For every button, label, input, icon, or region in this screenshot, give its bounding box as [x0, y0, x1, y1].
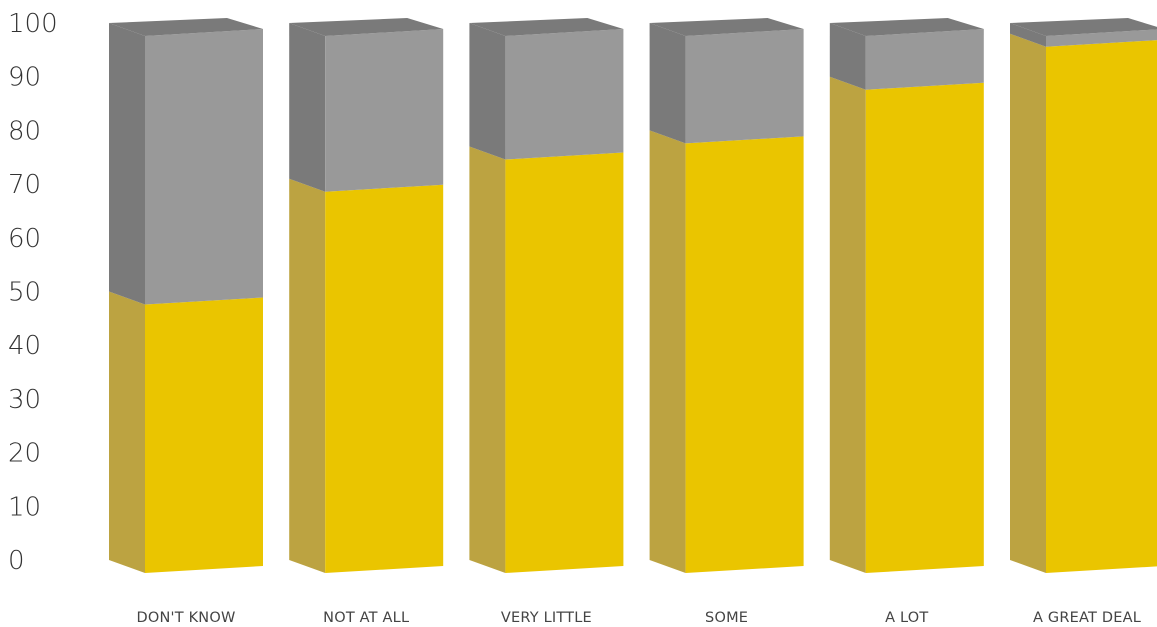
bar-front-gray	[1046, 29, 1157, 47]
bar-front-yellow	[1046, 40, 1157, 573]
bar-side-gray	[109, 23, 145, 305]
bar-front-yellow	[325, 184, 444, 574]
y-tick-label: 60	[8, 224, 41, 254]
bar-top	[289, 18, 444, 36]
bar-front-gray	[505, 29, 624, 160]
x-tick-label: A GREAT DEAL	[1033, 610, 1141, 626]
bar-side-yellow	[829, 76, 866, 573]
y-tick-label: 100	[8, 9, 58, 39]
bar-side-gray	[469, 23, 506, 160]
y-tick-label: 40	[8, 331, 41, 361]
bar-top	[829, 18, 984, 36]
x-tick-label: A LOT	[885, 610, 928, 626]
bar-front-gray	[145, 29, 263, 305]
bar-group	[649, 18, 804, 573]
bar-side-yellow	[1010, 33, 1046, 574]
bar-front-gray	[685, 29, 804, 144]
bar-front-yellow	[865, 82, 984, 573]
bar-side-yellow	[109, 291, 145, 573]
bar-side-yellow	[289, 178, 326, 574]
bar-top	[469, 18, 624, 36]
bar-top	[1010, 18, 1157, 36]
bar-group	[1010, 18, 1157, 574]
bar-front-gray	[325, 29, 444, 192]
y-axis: 0 10 20 30 40 50 60 70 80 90 100	[8, 9, 58, 576]
y-tick-label: 10	[8, 492, 41, 522]
bar-front-yellow	[505, 152, 624, 573]
bar-front-yellow	[145, 297, 263, 573]
bar-top	[649, 18, 804, 36]
bar-group	[469, 18, 624, 573]
y-tick-label: 90	[8, 63, 41, 93]
x-tick-label: VERY LITTLE	[501, 610, 592, 626]
y-tick-label: 70	[8, 170, 41, 200]
bar-group	[829, 18, 984, 573]
bar-side-yellow	[649, 130, 686, 573]
bar-side-gray	[649, 23, 686, 144]
bar-front-gray	[865, 29, 984, 90]
bar-front-yellow	[685, 136, 804, 573]
y-tick-label: 30	[8, 385, 41, 415]
bar-top	[109, 18, 263, 36]
x-tick-label: NOT AT ALL	[323, 610, 409, 626]
bars	[109, 18, 1157, 574]
bar-side-gray	[829, 23, 866, 90]
y-tick-label: 50	[8, 278, 41, 308]
y-tick-label: 80	[8, 116, 41, 146]
y-tick-label: 20	[8, 439, 41, 469]
x-axis: DON'T KNOW NOT AT ALL VERY LITTLE SOME A LOT…	[137, 610, 1141, 626]
y-tick-label: 0	[8, 546, 25, 576]
bar-group	[109, 18, 263, 573]
bar-side-gray	[1010, 23, 1046, 47]
x-tick-label: SOME	[705, 610, 748, 626]
bar-side-gray	[289, 23, 326, 192]
bar-side-yellow	[469, 146, 506, 573]
bar-group	[289, 18, 444, 574]
x-tick-label: DON'T KNOW	[137, 610, 236, 626]
